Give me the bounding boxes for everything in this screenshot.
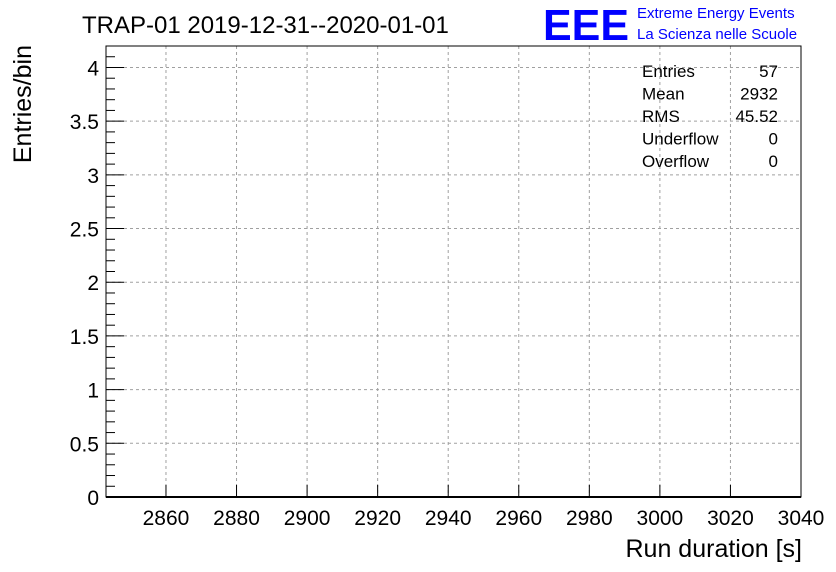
- y-axis-label: Entries/bin: [9, 45, 37, 163]
- y-tick-label: 1.5: [70, 326, 99, 349]
- x-axis-ticks: 2860 2880 2900 2920 2940 2960 2980 3000 3020 3040: [143, 485, 825, 530]
- y-tick-label: 3.5: [70, 111, 99, 134]
- x-tick-label: 3020: [707, 507, 754, 530]
- eee-logo: EEE Extreme Energy Events La Scienza nel…: [543, 1, 797, 50]
- y-axis-ticks: 0 0.5 1 1.5 2 2.5 3 3.5 4: [70, 56, 124, 510]
- y-tick-label: 0: [87, 487, 99, 510]
- y-tick-label: 2: [87, 272, 99, 295]
- x-tick-label: 3000: [637, 507, 684, 530]
- y-tick-label: 4: [87, 57, 99, 80]
- grid-lines: [106, 46, 801, 497]
- chart-title: TRAP-01 2019-12-31--2020-01-01: [82, 12, 449, 39]
- stats-box: Entries 57 Mean 2932 RMS 45.52 Underflow 0 Overf…: [642, 62, 778, 171]
- x-axis-label: Run duration [s]: [626, 535, 803, 563]
- x-tick-label: 2880: [213, 507, 260, 530]
- stats-label: Mean: [642, 85, 685, 104]
- stats-value: 0: [769, 130, 778, 149]
- stats-value: 57: [759, 62, 778, 81]
- logo-mark: EEE: [543, 1, 629, 50]
- logo-line2: La Scienza nelle Scuole: [637, 26, 797, 43]
- x-tick-label: 2860: [143, 507, 190, 530]
- x-tick-label: 2940: [425, 507, 472, 530]
- x-tick-label: 2960: [495, 507, 542, 530]
- y-tick-label: 3: [87, 165, 99, 188]
- stats-value: 2932: [740, 85, 778, 104]
- y-tick-label: 1: [87, 380, 99, 403]
- x-tick-label: 3040: [778, 507, 825, 530]
- stats-label: RMS: [642, 107, 680, 126]
- x-tick-label: 2920: [354, 507, 401, 530]
- x-tick-label: 2980: [566, 507, 613, 530]
- stats-label: Entries: [642, 62, 695, 81]
- stats-value: 45.52: [735, 107, 778, 126]
- stats-label: Underflow: [642, 130, 719, 149]
- stats-label: Overflow: [642, 152, 710, 171]
- y-tick-label: 0.5: [70, 433, 99, 456]
- y-tick-label: 2.5: [70, 219, 99, 242]
- stats-value: 0: [769, 152, 778, 171]
- x-tick-label: 2900: [284, 507, 331, 530]
- logo-line1: Extreme Energy Events: [637, 5, 795, 22]
